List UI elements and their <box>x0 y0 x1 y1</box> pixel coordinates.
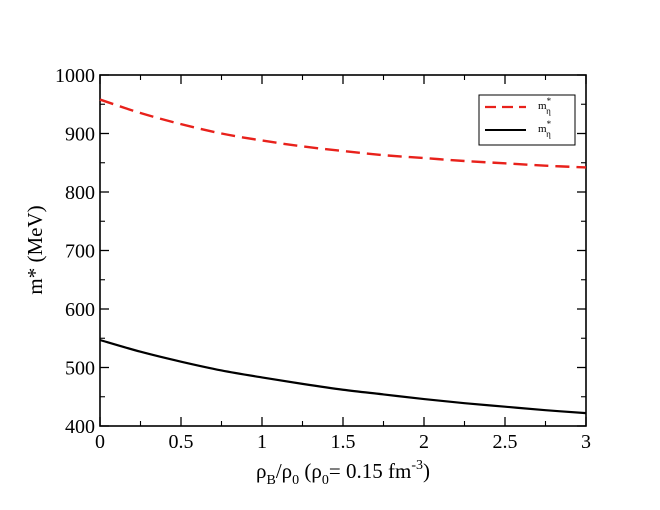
y-tick-label: 900 <box>65 124 95 146</box>
x-label-sub-0b: 0 <box>322 473 329 488</box>
x-label-rho3: ρ <box>311 459 321 483</box>
y-tick-label: 400 <box>65 416 95 438</box>
x-label-slash: / <box>276 459 282 483</box>
x-tick-label: 0.5 <box>169 431 194 453</box>
x-axis-label: ρB/ρ0 (ρ0= 0.15 fm-3) <box>256 458 430 488</box>
x-tick-label: 0 <box>95 431 105 453</box>
y-tick-label: 500 <box>65 358 95 380</box>
x-tick-label: 2.5 <box>493 431 518 453</box>
y-tick-label: 1000 <box>55 65 95 87</box>
x-label-sub-b: B <box>266 473 275 488</box>
x-label-eq: = 0.15 fm <box>329 459 411 483</box>
x-tick-label: 2 <box>419 431 429 453</box>
x-label-sup: -3 <box>411 458 423 473</box>
x-label-open: ( <box>299 459 311 483</box>
axis-tick-labels: 0 0.5 1 1.5 2 2.5 3 400 500 600 700 800 900 1000 <box>55 65 591 453</box>
x-tick-label: 1 <box>257 431 267 453</box>
series-line-eta-prime <box>99 98 587 169</box>
series-layer <box>99 98 587 415</box>
y-tick-label: 800 <box>65 182 95 204</box>
y-tick-label: 600 <box>65 299 95 321</box>
series-line-eta <box>99 338 587 415</box>
legend: m* η m* η <box>478 94 576 146</box>
axis-ticks <box>99 74 587 427</box>
legend-label-eta: m* η <box>538 119 552 139</box>
legend-label-eta-prime: m* η <box>538 96 552 116</box>
x-tick-label: 3 <box>581 431 591 453</box>
x-label-close: ) <box>423 459 430 483</box>
x-label-rho: ρ <box>256 459 266 483</box>
x-label-sub-0: 0 <box>292 473 299 488</box>
y-axis-label: m* (MeV) <box>23 205 47 294</box>
legend-box <box>478 94 576 146</box>
x-label-rho2: ρ <box>282 459 292 483</box>
y-tick-label: 700 <box>65 241 95 263</box>
x-tick-label: 1.5 <box>331 431 356 453</box>
